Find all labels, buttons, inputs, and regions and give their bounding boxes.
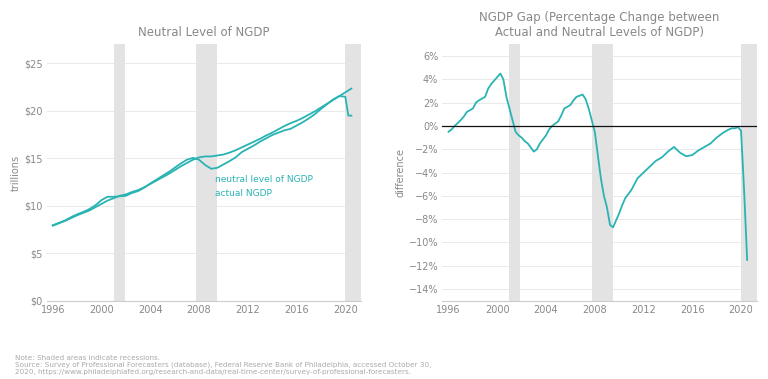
Y-axis label: trillions: trillions [11, 155, 21, 191]
Bar [591, 44, 613, 301]
Title: NGDP Gap (Percentage Change between
Actual and Neutral Levels of NGDP): NGDP Gap (Percentage Change between Actu… [479, 11, 720, 39]
Bar [114, 44, 124, 301]
Bar [741, 44, 760, 301]
Bar [196, 44, 217, 301]
Text: Note: Shaded areas indicate recessions.
Source: Survey of Professional Forecaste: Note: Shaded areas indicate recessions. … [15, 355, 432, 375]
Bar [509, 44, 521, 301]
Bar [346, 44, 363, 301]
Y-axis label: difference: difference [396, 148, 406, 197]
Text: neutral level of NGDP
actual NGDP: neutral level of NGDP actual NGDP [215, 175, 313, 197]
Title: Neutral Level of NGDP: Neutral Level of NGDP [138, 26, 270, 39]
